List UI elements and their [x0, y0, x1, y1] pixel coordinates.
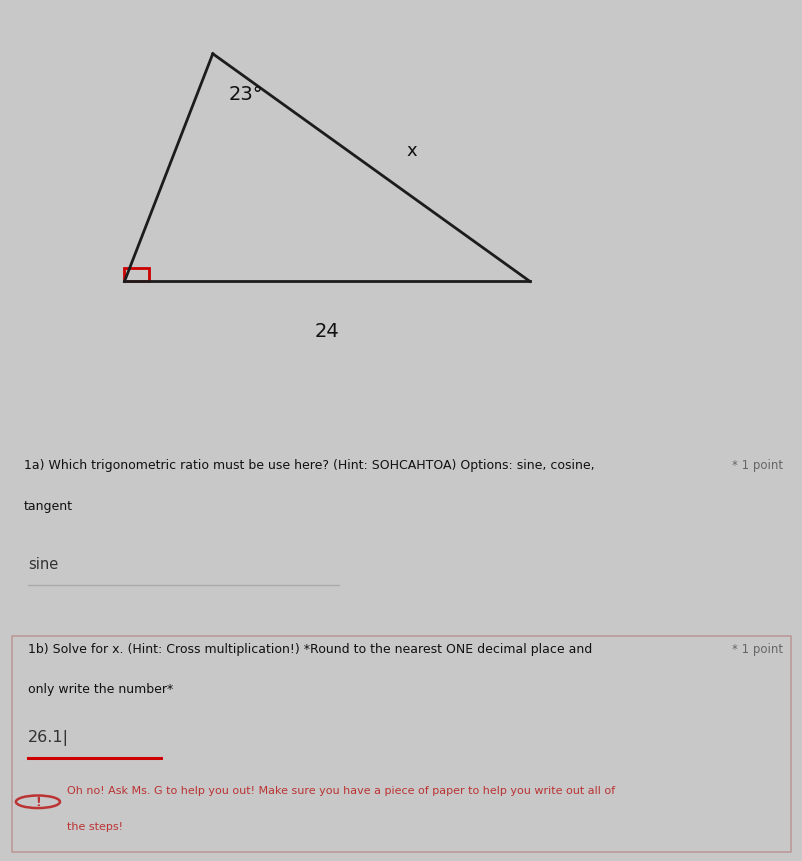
Text: x: x	[406, 142, 416, 160]
Text: only write the number*: only write the number*	[27, 682, 172, 695]
Text: Oh no! Ask Ms. G to help you out! Make sure you have a piece of paper to help yo: Oh no! Ask Ms. G to help you out! Make s…	[67, 785, 614, 795]
Text: 24: 24	[314, 321, 339, 340]
Text: !: !	[35, 796, 41, 808]
Text: 26.1|: 26.1|	[27, 729, 69, 745]
Text: sine: sine	[27, 556, 58, 572]
Text: * 1 point: * 1 point	[731, 641, 782, 654]
Text: 23°: 23°	[229, 85, 263, 104]
Text: the steps!: the steps!	[67, 821, 123, 831]
Text: * 1 point: * 1 point	[731, 458, 782, 472]
Text: tangent: tangent	[24, 499, 73, 512]
Text: 1b) Solve for x. (Hint: Cross multiplication!) *Round to the nearest ONE decimal: 1b) Solve for x. (Hint: Cross multiplica…	[27, 641, 591, 654]
Text: 1a) Which trigonometric ratio must be use here? (Hint: SOHCAHTOA) Options: sine,: 1a) Which trigonometric ratio must be us…	[24, 458, 593, 472]
